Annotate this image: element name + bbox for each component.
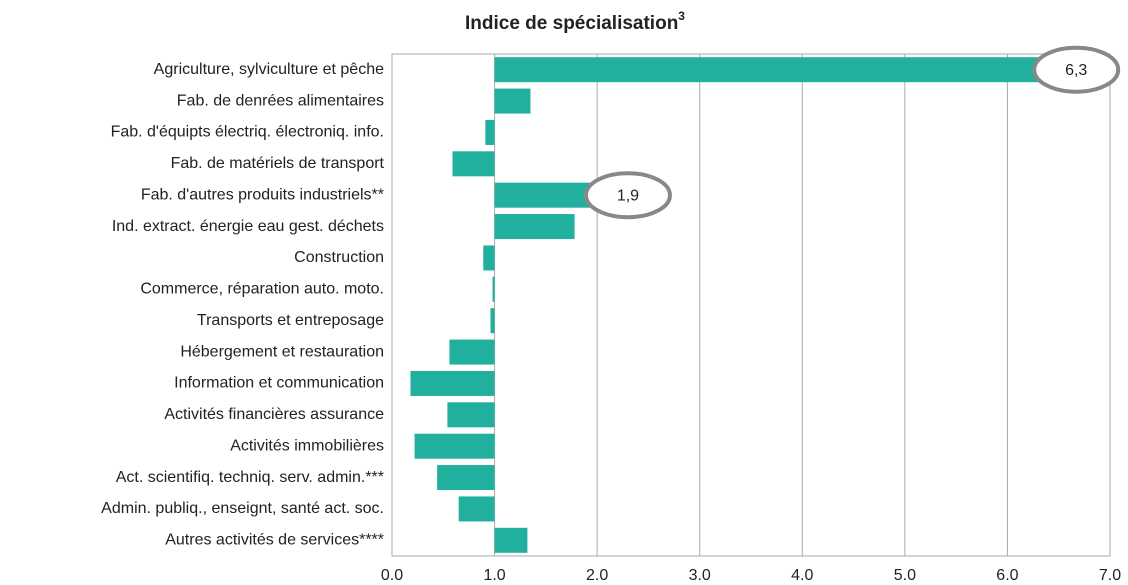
label-highlight <box>1032 45 1121 94</box>
bar <box>492 276 495 302</box>
y-tick-label: Commerce, réparation auto. moto. <box>140 281 384 298</box>
y-tick-label: Fab. de matériels de transport <box>171 155 385 172</box>
x-tick-label: 3.0 <box>689 567 711 584</box>
bar <box>414 433 495 459</box>
y-tick-label: Act. scientifiq. techniq. serv. admin.**… <box>116 469 384 486</box>
value-label: 6,3 <box>1065 62 1087 79</box>
title-text: Indice de spécialisation <box>465 13 678 34</box>
bar <box>494 88 531 114</box>
x-tick-label: 1.0 <box>483 567 505 584</box>
bar <box>483 245 495 271</box>
value-label: 1,9 <box>617 187 639 204</box>
x-tick-label: 2.0 <box>586 567 608 584</box>
y-tick-label: Ind. extract. énergie eau gest. déchets <box>112 218 384 235</box>
bar <box>447 402 495 428</box>
y-tick-label: Autres activités de services**** <box>165 532 384 549</box>
y-tick-label: Fab. d'autres produits industriels** <box>141 186 384 203</box>
y-tick-label: Fab. de denrées alimentaires <box>177 92 384 109</box>
bar <box>494 527 528 553</box>
bar <box>458 496 495 522</box>
title-superscript: 3 <box>678 9 685 23</box>
bar <box>494 214 575 240</box>
x-tick-label: 7.0 <box>1099 567 1121 584</box>
plot-frame <box>391 53 1111 557</box>
x-tick-label: 0.0 <box>381 567 403 584</box>
y-tick-label: Construction <box>294 249 384 266</box>
y-tick-label: Information et communication <box>174 375 384 392</box>
bar <box>437 465 495 491</box>
y-tick-label: Transports et entreposage <box>197 312 384 329</box>
label-highlight <box>583 171 672 220</box>
chart-title: Indice de spécialisation3 <box>465 9 685 34</box>
y-tick-label: Hébergement et restauration <box>180 343 384 360</box>
bar <box>449 339 495 365</box>
x-tick-label: 5.0 <box>894 567 916 584</box>
y-tick-label: Agriculture, sylviculture et pêche <box>154 61 384 78</box>
y-tick-label: Admin. publiq., enseignt, santé act. soc… <box>101 500 384 517</box>
bar <box>494 182 590 208</box>
y-tick-label: Activités financières assurance <box>164 406 384 423</box>
bar <box>452 151 495 177</box>
bar <box>494 57 1039 83</box>
x-tick-label: 4.0 <box>791 567 813 584</box>
x-tick-label: 6.0 <box>996 567 1018 584</box>
bar <box>490 308 495 334</box>
y-tick-label: Fab. d'équipts électriq. électroniq. inf… <box>111 124 384 141</box>
bar <box>485 119 495 145</box>
y-tick-label: Activités immobilières <box>230 437 384 454</box>
bar <box>410 370 495 396</box>
